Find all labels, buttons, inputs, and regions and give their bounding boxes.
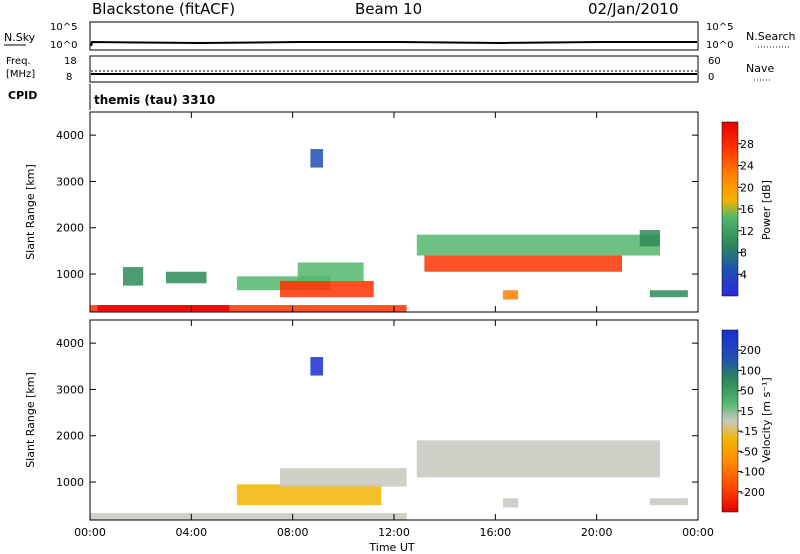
freq-label-1: Freq. [6, 56, 31, 67]
velocity-region-0 [90, 513, 407, 520]
power-region-2 [122, 267, 144, 286]
velocity-ytick-label-0: 4000 [56, 337, 84, 350]
power-cbar-label-0: 28 [740, 138, 754, 151]
velocity-cbar-label-3: 15 [740, 405, 754, 418]
power-cbar-label-3: 16 [740, 203, 754, 216]
power-cbar-label-5: 8 [740, 247, 747, 260]
velocity-cbar-label-6: -100 [740, 466, 765, 479]
velocity-colorbar-label: Velocity [m s⁻¹] [760, 377, 773, 462]
power-cbar-label-6: 4 [740, 268, 747, 281]
noise-right-tick-top: 10^5 [706, 22, 733, 33]
velocity-cbar-label-1: 100 [740, 364, 761, 377]
freq-label-2: [MHz] [6, 69, 35, 80]
velocity-data-layer [90, 357, 688, 520]
velocity-cbar-label-7: -200 [740, 486, 765, 499]
power-ytick-label-0: 4000 [56, 129, 84, 142]
power-colorbar [721, 121, 739, 297]
power-region-0 [90, 305, 407, 312]
power-colorbar-ticks: 28 24 20 16 12 8 4 [738, 138, 754, 281]
xtick-label-3: 12:00 [378, 526, 410, 539]
velocity-cbar-label-0: 200 [740, 344, 761, 357]
velocity-cbar-label-5: -50 [740, 445, 758, 458]
velocity-y-axis: 4000 3000 2000 1000 [56, 337, 698, 489]
velocity-cbar-label-2: 50 [740, 385, 754, 398]
power-ytick-label-1: 3000 [56, 175, 84, 188]
power-region-11 [639, 230, 660, 247]
power-y-axis-label: Slant Range [km] [24, 164, 37, 260]
xtick-label-1: 04:00 [175, 526, 207, 539]
velocity-cbar-label-4: -15 [740, 425, 758, 438]
power-region-1 [97, 305, 230, 312]
time-x-axis: 00:00 04:00 08:00 12:00 16:00 20:00 00:00 [74, 112, 714, 539]
power-ytick-label-2: 2000 [56, 222, 84, 235]
station-title: Blackstone (fitACF) [92, 0, 236, 18]
power-cbar-label-1: 24 [740, 160, 754, 173]
velocity-ytick-label-2: 2000 [56, 430, 84, 443]
velocity-region-6 [649, 498, 688, 506]
freq-panel-frame [89, 55, 699, 83]
noise-panel-frame [89, 21, 699, 51]
noise-right-label: N.Search [746, 30, 796, 43]
freq-tick-bottom: 8 [66, 72, 72, 83]
velocity-y-axis-label: Slant Range [km] [24, 372, 37, 468]
velocity-panel-frame [89, 319, 699, 521]
power-region-10 [502, 290, 519, 300]
freq-tick-top: 18 [64, 56, 77, 67]
velocity-region-3 [310, 357, 324, 376]
velocity-region-2 [280, 468, 407, 487]
nave-label: Nave [746, 62, 774, 75]
power-colorbar-label: Power [dB] [760, 180, 773, 240]
power-region-12 [649, 290, 688, 298]
power-data-layer [90, 149, 688, 312]
power-region-6 [297, 262, 364, 281]
power-y-axis: 4000 3000 2000 1000 [56, 129, 698, 281]
date-title: 02/Jan/2010 [588, 0, 679, 18]
cpid-value: themis (tau) 3310 [94, 93, 215, 107]
power-cbar-label-4: 12 [740, 225, 754, 238]
xtick-label-4: 16:00 [479, 526, 511, 539]
velocity-colorbar-ticks: 200 100 50 15 -15 -50 -100 -200 [738, 344, 765, 499]
velocity-ytick-label-1: 3000 [56, 383, 84, 396]
power-ytick-label-3: 1000 [56, 268, 84, 281]
noise-trace [90, 40, 697, 47]
xtick-label-5: 20:00 [581, 526, 613, 539]
xtick-label-0: 00:00 [74, 526, 106, 539]
noise-right-tick-bottom: 10^0 [706, 40, 733, 51]
xtick-label-2: 08:00 [277, 526, 309, 539]
noise-left-label: N.Sky [4, 31, 36, 44]
velocity-region-4 [416, 440, 660, 478]
velocity-region-1 [236, 484, 382, 506]
beam-title: Beam 10 [355, 0, 423, 18]
power-cbar-label-2: 20 [740, 181, 754, 194]
power-region-7 [310, 149, 324, 168]
noise-left-tick-bottom: 10^0 [50, 40, 77, 51]
velocity-ytick-label-3: 1000 [56, 476, 84, 489]
x-axis-label: Time UT [368, 541, 414, 554]
power-region-5 [280, 280, 374, 298]
power-region-8 [416, 234, 660, 256]
power-region-9 [424, 255, 622, 272]
velocity-colorbar [721, 329, 739, 513]
velocity-region-5 [502, 498, 519, 508]
power-region-3 [166, 271, 207, 284]
xtick-label-6: 00:00 [682, 526, 714, 539]
cpid-label: CPID [8, 89, 37, 102]
noise-left-tick-top: 10^5 [50, 22, 77, 33]
nave-tick-top: 60 [708, 56, 721, 67]
nave-tick-bottom: 0 [708, 72, 714, 83]
